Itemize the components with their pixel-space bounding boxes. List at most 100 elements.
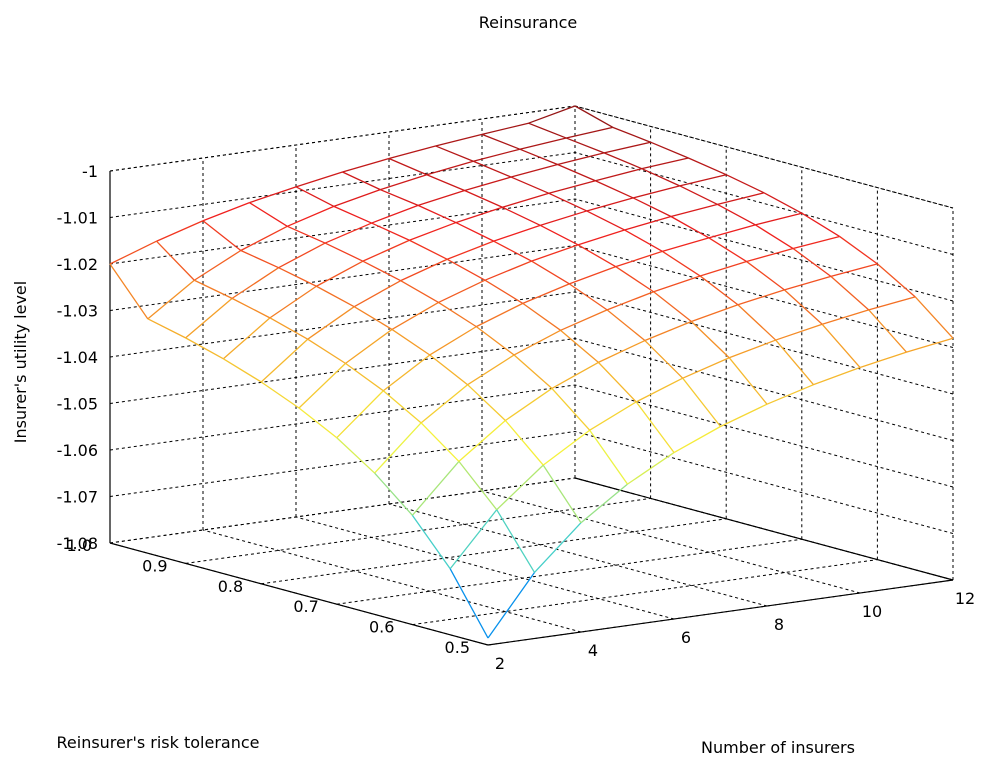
mesh-segment [249, 202, 288, 227]
mesh-segment [429, 326, 477, 356]
mesh-segment [345, 362, 384, 392]
mesh-segment [446, 258, 486, 281]
mesh-segment [839, 235, 878, 265]
mesh-segment [615, 266, 654, 293]
mesh-segment [298, 362, 346, 409]
mesh-segment [287, 225, 326, 244]
mesh-segment [531, 244, 579, 262]
mesh-segment [455, 206, 503, 224]
mesh-segment [868, 296, 916, 311]
mesh-segment [557, 152, 605, 166]
mesh-segment [688, 157, 727, 176]
mesh-segment [426, 160, 474, 176]
z-tick-label: -1.07 [57, 488, 98, 507]
mesh-segment [231, 267, 279, 299]
mesh-segment [307, 338, 346, 364]
mesh-segment [528, 105, 576, 124]
mesh-segment [641, 157, 689, 170]
mesh-segment [493, 224, 541, 242]
mesh-segment [551, 387, 591, 431]
x-tick-label: 6 [681, 628, 691, 647]
mesh-segment [513, 354, 553, 389]
mesh-segment [464, 189, 503, 208]
mesh-segment [260, 381, 300, 409]
mesh-segment [589, 401, 637, 431]
mesh-segment [725, 174, 765, 194]
x-tick-label: 2 [495, 654, 505, 673]
axes-grid [109, 105, 954, 646]
mesh-segment [728, 357, 768, 405]
mesh-segment [606, 309, 646, 342]
mesh-segment [269, 317, 309, 340]
mesh-segment [473, 148, 520, 162]
mesh-segment [194, 279, 233, 299]
mesh-segment [316, 285, 355, 308]
mesh-segment [763, 192, 803, 214]
mesh-segment [382, 354, 431, 392]
mesh-segment [914, 296, 954, 339]
mesh-segment [342, 171, 381, 191]
grid-line [185, 497, 651, 564]
y-tick-label: 1.0 [67, 536, 92, 555]
y-tick-label: 0.8 [218, 577, 243, 596]
mesh-segment [632, 197, 672, 218]
mesh-segment [746, 247, 794, 263]
mesh-segment [231, 297, 271, 319]
grid-line [574, 105, 954, 209]
mesh-segment [333, 205, 372, 224]
mesh-segment [147, 279, 195, 320]
mesh-segment [333, 189, 381, 207]
mesh-segment [391, 301, 439, 330]
mesh-segment [679, 185, 718, 206]
mesh-segment [420, 384, 469, 424]
mesh-segment [737, 289, 785, 306]
mesh-segment [510, 163, 558, 178]
mesh-segment [624, 215, 672, 231]
mesh-segment [426, 174, 465, 192]
mesh-segment [249, 186, 297, 204]
mesh-segment [699, 260, 747, 277]
x-tick-label: 8 [774, 615, 784, 634]
mesh-segment [717, 192, 765, 206]
mesh-segment [606, 291, 654, 311]
mesh-segment [548, 180, 596, 194]
mesh-segment [193, 249, 242, 281]
y-tick-label: 0.7 [293, 597, 318, 616]
mesh-segment [644, 340, 684, 379]
mesh-segment [380, 189, 419, 206]
mesh-segment [147, 318, 186, 339]
mesh-segment [409, 221, 457, 241]
mesh-segment [728, 339, 776, 359]
mesh-segment [473, 160, 512, 178]
mesh-segment [670, 215, 710, 239]
mesh-segment [435, 145, 474, 162]
mesh-segment [603, 141, 651, 154]
mesh-segment [202, 202, 250, 222]
mesh-segment [417, 189, 465, 207]
mesh-segment [185, 297, 233, 339]
mesh-segment [783, 289, 823, 325]
mesh-segment [435, 133, 483, 147]
mesh-segment [766, 384, 814, 405]
mesh-segment [662, 237, 709, 252]
mesh-segment [560, 329, 599, 363]
mesh-segment [513, 329, 561, 356]
mesh-segment [481, 122, 529, 135]
y-axis-line [109, 542, 489, 646]
grid-line [574, 152, 954, 255]
mesh-segment [595, 168, 643, 182]
z-tick-label: -1.06 [57, 441, 98, 460]
grid-line [574, 384, 954, 488]
mesh-segment [542, 464, 582, 524]
mesh-segment [868, 309, 907, 353]
mesh-segment [484, 260, 532, 281]
mesh-segment [240, 249, 279, 269]
mesh-segment [493, 240, 532, 262]
z-tick-label: -1.05 [57, 395, 98, 414]
mesh-segment [269, 285, 317, 319]
mesh-segment [580, 483, 628, 524]
mesh-segment [502, 206, 541, 226]
mesh-segment [278, 242, 326, 269]
mesh-segment [720, 403, 768, 428]
